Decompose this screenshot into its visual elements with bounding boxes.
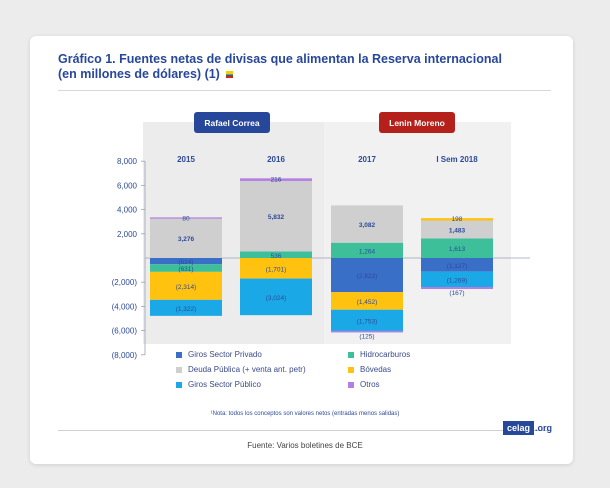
data-label: (1,322) [176, 306, 197, 313]
data-label: 80 [182, 215, 190, 222]
legend-label: Giros Sector Privado [188, 350, 262, 359]
legend-swatch [176, 381, 182, 388]
legend-swatch [348, 366, 354, 373]
bar-otros [421, 286, 493, 290]
y-tick-label: (6,000) [112, 327, 138, 336]
chart-title: Gráfico 1. Fuentes netas de divisas que … [58, 52, 538, 82]
bar-hidrocarburos [421, 238, 493, 258]
legend-item-bovedas: Bóvedas [348, 365, 391, 374]
legend-label: Giros Sector Público [188, 380, 261, 389]
footnote: ¹Nota: todos los conceptos son valores n… [210, 411, 400, 417]
data-label: (631) [178, 266, 193, 273]
data-label: (1,701) [266, 266, 287, 273]
data-label: (1,127) [447, 263, 468, 270]
data-label: 198 [452, 216, 463, 223]
period-badge-1 [194, 112, 270, 133]
logo-brand: celag [503, 421, 535, 435]
x-category-label: I Sem 2018 [436, 155, 478, 164]
legend-swatch [348, 351, 354, 358]
y-tick-label: (2,000) [112, 278, 138, 287]
y-tick-label: 6,000 [117, 181, 138, 190]
bar-bovedas [421, 218, 493, 221]
bar-giros-sector-publico [150, 299, 222, 316]
period-badge-2 [379, 112, 455, 133]
bar-hidrocarburos [150, 264, 222, 272]
chart-title-line-2: (en millones de dólares) (1) [58, 67, 538, 82]
x-category-label: 2016 [267, 155, 285, 164]
bar-giros-sector-publico [421, 271, 493, 287]
title-divider [58, 90, 551, 91]
legend-label: Hidrocarburos [360, 350, 411, 359]
data-label: (2,314) [176, 284, 197, 291]
bar-deuda-publica-venta-ant-petr [421, 220, 493, 239]
legend-item-hidrocarburos: Hidrocarburos [348, 350, 410, 359]
bar-hidrocarburos [331, 242, 403, 258]
bar-giros-sector-privado [421, 258, 493, 272]
legend-swatch [176, 366, 182, 373]
logo-tld: .org [535, 423, 553, 433]
y-tick-label: (8,000) [112, 351, 138, 360]
bar-bovedas [240, 258, 312, 279]
bar-hidrocarburos [240, 251, 312, 258]
source-text: Fuente: Varios boletines de BCE [247, 441, 363, 450]
data-label: (1,269) [447, 277, 468, 284]
y-tick-label: 2,000 [117, 230, 138, 239]
bar-bovedas [331, 292, 403, 310]
data-label: (3,024) [266, 295, 287, 302]
legend-label: Deuda Pública (+ venta ant. petr) [188, 365, 306, 374]
y-tick-label: 8,000 [117, 157, 138, 166]
data-label: 5,832 [268, 214, 285, 221]
legend-label: Bóvedas [360, 365, 392, 374]
data-label: 536 [271, 253, 282, 260]
ecuador-flag-icon [225, 71, 233, 79]
y-tick-label: 4,000 [117, 206, 138, 215]
data-label: (514) [178, 259, 193, 266]
data-label: 216 [271, 176, 282, 183]
data-label: (1,753) [357, 318, 378, 325]
bar-bovedas [150, 271, 222, 300]
period-label: Lenin Moreno [389, 118, 445, 128]
celag-logo[interactable]: celag .org [503, 421, 552, 435]
data-label: (125) [359, 333, 374, 340]
legend-item-giros-sector-privado: Giros Sector Privado [176, 350, 262, 359]
data-label: 3,276 [178, 236, 195, 243]
legend-item-deuda-publica-venta-ant-petr: Deuda Pública (+ venta ant. petr) [176, 365, 306, 374]
x-category-label: 2017 [358, 155, 376, 164]
footer-divider [58, 430, 551, 431]
bar-otros [331, 330, 403, 333]
period-label: Rafael Correa [204, 118, 260, 128]
data-label: 1,264 [359, 248, 376, 255]
data-label: (167) [449, 290, 464, 297]
chart-title-line-1: Gráfico 1. Fuentes netas de divisas que … [58, 52, 502, 66]
x-category-label: 2015 [177, 155, 195, 164]
y-tick-label: (4,000) [112, 302, 138, 311]
bar-deuda-publica-venta-ant-petr [331, 205, 403, 243]
data-label: 3,082 [359, 222, 376, 229]
bar-giros-sector-privado [150, 258, 222, 265]
legend-swatch [176, 351, 182, 358]
data-label: 1,613 [449, 246, 466, 253]
bar-giros-sector-publico [240, 278, 312, 316]
bar-giros-sector-publico [331, 309, 403, 331]
legend-item-giros-sector-publico: Giros Sector Público [176, 380, 261, 389]
data-label: (1,452) [357, 299, 378, 306]
data-label: 1,483 [449, 228, 466, 235]
bar-deuda-publica-venta-ant-petr [240, 180, 312, 252]
bar-deuda-publica-venta-ant-petr [150, 218, 222, 258]
chart-title-line-2-text: (en millones de dólares) (1) [58, 67, 220, 81]
data-label: (2,823) [357, 273, 378, 280]
bar-giros-sector-privado [331, 258, 403, 293]
legend-item-otros: Otros [348, 380, 380, 389]
legend-label: Otros [360, 380, 380, 389]
legend-swatch [348, 381, 354, 388]
bar-otros [240, 178, 312, 181]
bar-otros [150, 217, 222, 219]
